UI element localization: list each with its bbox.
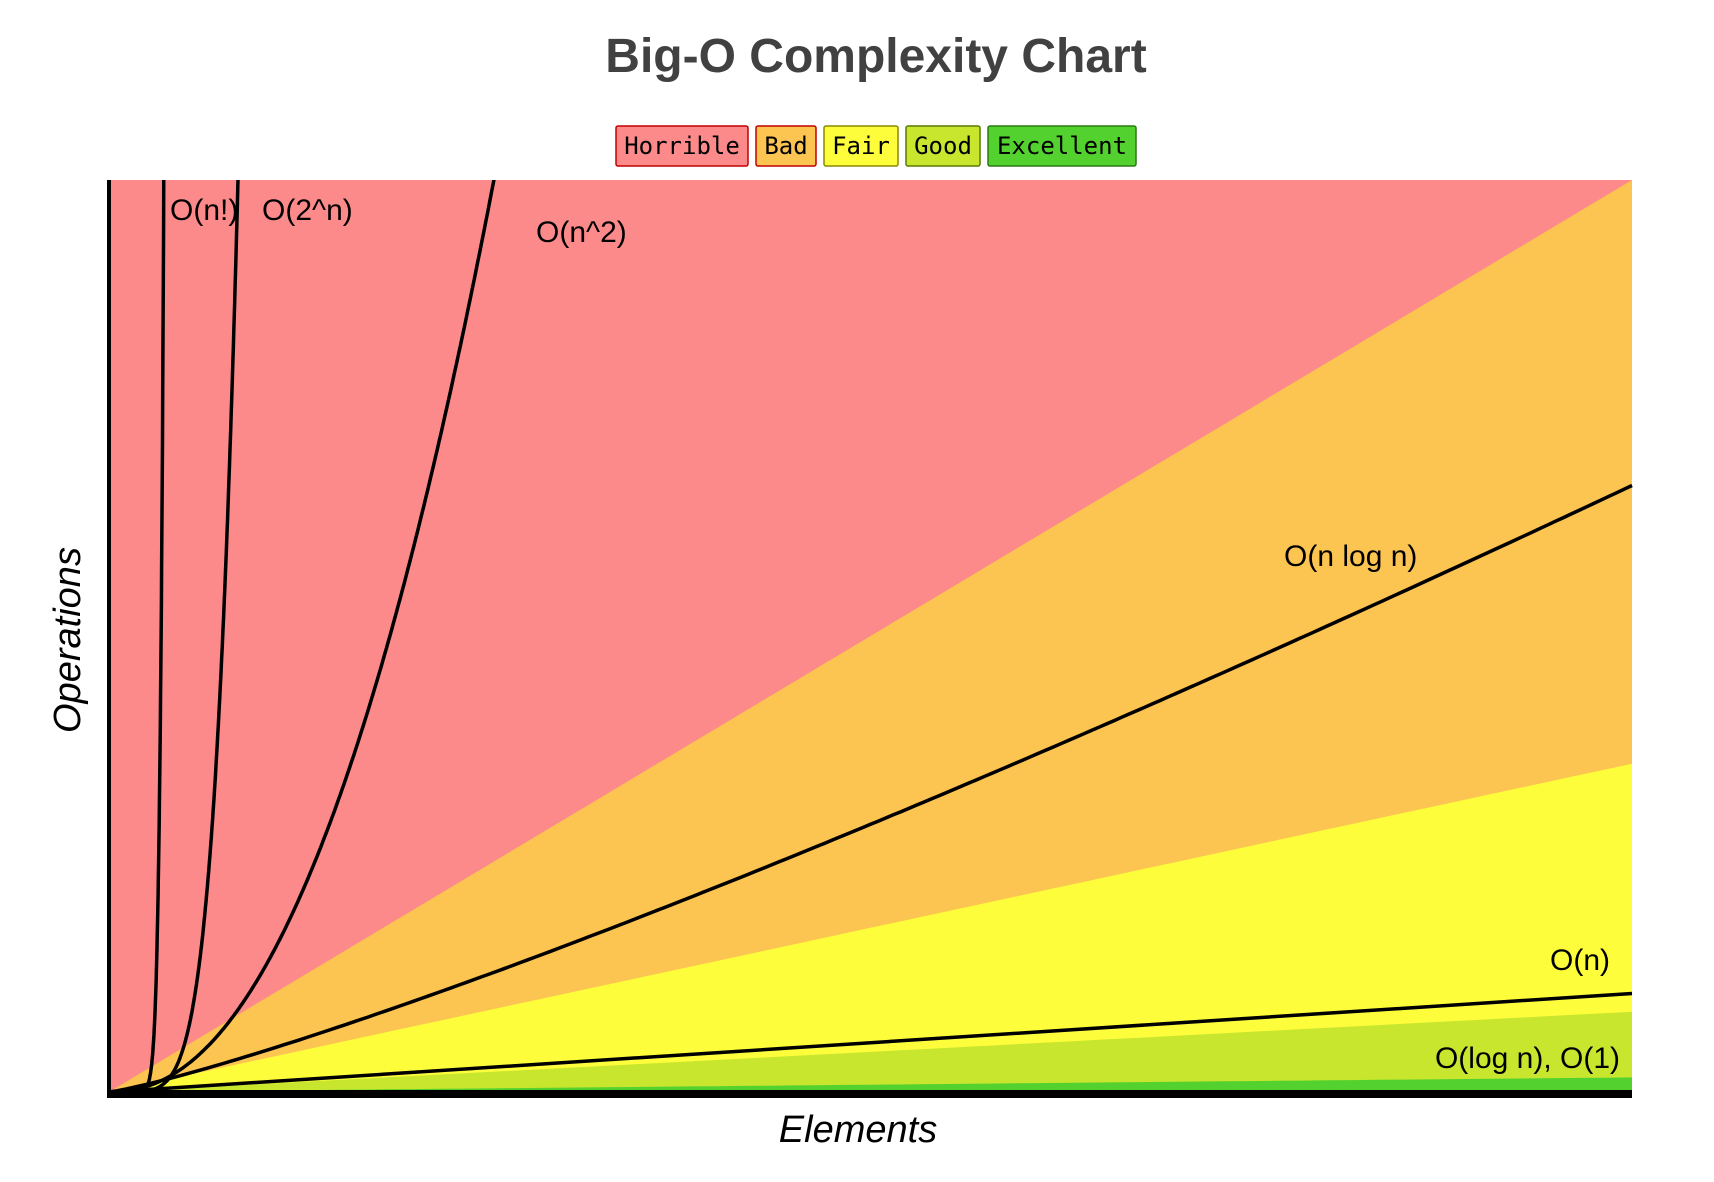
region-good bbox=[109, 1011, 1632, 1092]
legend: Horrible Bad Fair Good Excellent bbox=[615, 125, 1137, 167]
legend-label: Good bbox=[914, 132, 972, 160]
legend-swatch bbox=[823, 125, 899, 167]
legend-item-fair: Fair bbox=[823, 125, 899, 167]
legend-item-horrible: Horrible bbox=[615, 125, 749, 167]
x-axis-label: Elements bbox=[779, 1109, 937, 1151]
legend-label: Horrible bbox=[624, 132, 740, 160]
legend-label: Bad bbox=[764, 132, 807, 160]
legend-label: Excellent bbox=[997, 132, 1127, 160]
y-axis-label: Operations bbox=[47, 547, 89, 733]
curve-lin bbox=[108, 991, 1633, 1094]
legend-item-bad: Bad bbox=[755, 125, 817, 167]
curve-label-lin: O(n) bbox=[1550, 944, 1610, 977]
curve-nlogn bbox=[108, 483, 1633, 1094]
curve-label-fact: O(n!) bbox=[170, 194, 238, 227]
curve-label-nlogn: O(n log n) bbox=[1284, 540, 1417, 573]
legend-label: Fair bbox=[832, 132, 890, 160]
plot-area: O(n!) O(2^n) O(n^2) O(n log n) O(n) O(log n),… bbox=[107, 180, 1633, 1098]
region-excellent bbox=[109, 1077, 1632, 1092]
chart-title: Big-O Complexity Chart bbox=[605, 30, 1146, 83]
legend-swatch bbox=[987, 125, 1137, 167]
curve-label-exp: O(2^n) bbox=[262, 194, 353, 227]
legend-swatch bbox=[755, 125, 817, 167]
legend-item-excellent: Excellent bbox=[987, 125, 1137, 167]
legend-swatch bbox=[905, 125, 981, 167]
legend-item-good: Good bbox=[905, 125, 981, 167]
curve-label-logn: O(log n), O(1) bbox=[1435, 1042, 1620, 1075]
curve-sq bbox=[109, 180, 496, 1094]
curve-label-sq: O(n^2) bbox=[536, 216, 627, 249]
legend-swatch bbox=[615, 125, 749, 167]
region-fair bbox=[109, 763, 1632, 1092]
